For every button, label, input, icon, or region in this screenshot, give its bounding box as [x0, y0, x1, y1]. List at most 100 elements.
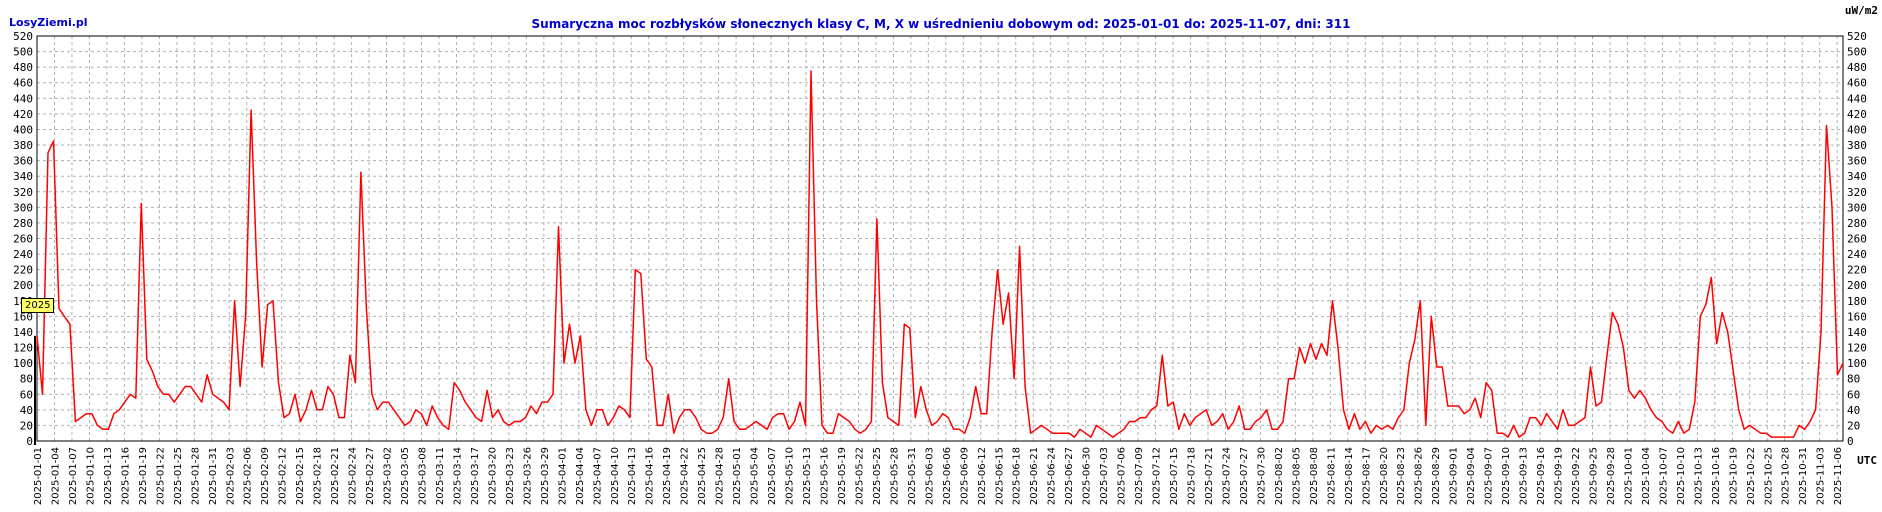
x-tick-label: 2025-04-10	[610, 447, 621, 505]
x-tick-label: 2025-01-10	[85, 447, 96, 505]
y-tick-label: 80	[1847, 373, 1860, 386]
x-tick-label: 2025-01-13	[103, 447, 114, 505]
y-tick-label: 240	[13, 248, 33, 261]
x-tick-label: 2025-09-10	[1501, 447, 1512, 505]
y-tick-label: 480	[13, 61, 33, 74]
x-tick-label: 2025-04-28	[715, 447, 726, 505]
x-tick-label: 2025-09-04	[1466, 447, 1477, 505]
x-tick-label: 2025-08-17	[1361, 447, 1372, 505]
y-tick-label: 400	[13, 123, 33, 136]
y-tick-label: 40	[1847, 404, 1860, 417]
y-tick-label: 120	[13, 342, 33, 355]
plot-frame	[36, 35, 1844, 442]
y-tick-label: 400	[1847, 123, 1867, 136]
x-tick-label: 2025-04-04	[575, 447, 586, 505]
x-tick-label: 2025-05-16	[819, 447, 830, 505]
y-tick-label: 180	[1847, 295, 1867, 308]
x-tick-label: 2025-01-31	[208, 447, 219, 505]
x-tick-label: 2025-06-15	[994, 447, 1005, 505]
x-tick-label: 2025-01-22	[155, 447, 166, 505]
x-tick-label: 2025-03-17	[470, 447, 481, 505]
x-tick-label: 2025-07-03	[1099, 447, 1110, 505]
y-tick-label: 420	[13, 108, 33, 121]
x-tick-label: 2025-02-03	[225, 447, 236, 505]
x-tick-label: 2025-11-06	[1833, 447, 1844, 505]
y-tick-label: 320	[13, 186, 33, 199]
y-tick-label: 80	[20, 373, 33, 386]
unit-label: uW/m2	[1844, 4, 1878, 17]
x-tick-label: 2025-03-14	[452, 447, 463, 505]
y-tick-label: 280	[1847, 217, 1867, 230]
y-axis-right: 0 20 40 60 80 100 120 140 160 180 200 220 240 260 280 3…	[1847, 30, 1867, 448]
x-tick-label: 2025-06-06	[942, 447, 953, 505]
y-tick-label: 160	[13, 310, 33, 323]
x-tick-label: 2025-02-21	[330, 447, 341, 505]
x-tick-label: 2025-03-26	[522, 447, 533, 505]
y-tick-label: 480	[1847, 61, 1867, 74]
x-tick-label: 2025-07-06	[1117, 447, 1128, 505]
x-tick-label: 2025-08-29	[1431, 447, 1442, 505]
x-tick-label: 2025-06-09	[959, 447, 970, 505]
y-tick-label: 500	[1847, 46, 1867, 59]
x-tick-label: 2025-02-24	[348, 447, 359, 505]
x-tick-label: 2025-10-04	[1641, 447, 1652, 505]
x-tick-label: 2025-03-29	[540, 447, 551, 505]
x-tick-label: 2025-05-07	[767, 447, 778, 505]
x-tick-label: 2025-09-16	[1536, 447, 1547, 505]
x-tick-label: 2025-06-21	[1029, 447, 1040, 505]
x-tick-label: 2025-01-16	[120, 447, 131, 505]
x-tick-label: 2025-07-12	[1152, 447, 1163, 505]
x-tick-label: 2025-05-04	[750, 447, 761, 505]
x-tick-label: 2025-05-22	[854, 447, 865, 505]
x-tick-label: 2025-06-24	[1047, 447, 1058, 505]
x-tick-label: 2025-07-30	[1256, 447, 1267, 505]
x-tick-label: 2025-03-05	[400, 447, 411, 505]
y-tick-label: 460	[13, 77, 33, 90]
y-tick-label: 380	[13, 139, 33, 152]
x-tick-label: 2025-09-22	[1571, 447, 1582, 505]
x-tick-label: 2025-10-22	[1746, 447, 1757, 505]
x-tick-label: 2025-10-13	[1693, 447, 1704, 505]
y-tick-label: 60	[1847, 388, 1860, 401]
x-tick-label: 2025-08-20	[1379, 447, 1390, 505]
x-tick-label: 2025-02-12	[278, 447, 289, 505]
x-tick-label: 2025-07-24	[1221, 447, 1232, 505]
x-tick-label: 2025-05-19	[837, 447, 848, 505]
site-logo[interactable]: LosyZiemi.pl	[9, 16, 88, 29]
y-tick-label: 260	[1847, 233, 1867, 246]
utc-label: UTC	[1857, 454, 1877, 467]
x-tick-label: 2025-01-04	[50, 447, 61, 505]
x-tick-label: 2025-02-15	[295, 447, 306, 505]
y-tick-label: 20	[20, 419, 33, 432]
y-tick-label: 340	[13, 170, 33, 183]
x-tick-label: 2025-01-25	[173, 447, 184, 505]
x-tick-label: 2025-04-13	[627, 447, 638, 505]
x-tick-label: 2025-06-03	[924, 447, 935, 505]
x-tick-label: 2025-06-30	[1082, 447, 1093, 505]
x-tick-label: 2025-07-15	[1169, 447, 1180, 505]
y-tick-label: 420	[1847, 108, 1867, 121]
y-tick-label: 60	[20, 388, 33, 401]
x-tick-label: 2025-10-01	[1623, 447, 1634, 505]
y-tick-label: 340	[1847, 170, 1867, 183]
y-tick-label: 20	[1847, 419, 1860, 432]
x-tick-label: 2025-04-19	[662, 447, 673, 505]
x-tick-label: 2025-03-08	[418, 447, 429, 505]
x-tick-label: 2025-05-10	[785, 447, 796, 505]
x-tick-label: 2025-11-03	[1816, 447, 1827, 505]
y-tick-label: 360	[13, 155, 33, 168]
x-tick-label: 2025-02-18	[313, 447, 324, 505]
y-tick-label: 460	[1847, 77, 1867, 90]
x-tick-label: 2025-06-27	[1064, 447, 1075, 505]
y-tick-label: 520	[13, 30, 33, 43]
x-tick-label: 2025-01-07	[68, 447, 79, 505]
x-tick-label: 2025-05-25	[872, 447, 883, 505]
x-tick-label: 2025-10-19	[1728, 447, 1739, 505]
x-tick-label: 2025-01-28	[190, 447, 201, 505]
y-tick-label: 300	[1847, 201, 1867, 214]
y-tick-label: 300	[13, 201, 33, 214]
x-tick-label: 2025-02-27	[365, 447, 376, 505]
x-tick-label: 2025-01-19	[138, 447, 149, 505]
x-tick-label: 2025-09-07	[1484, 447, 1495, 505]
y-tick-label: 440	[13, 92, 33, 105]
